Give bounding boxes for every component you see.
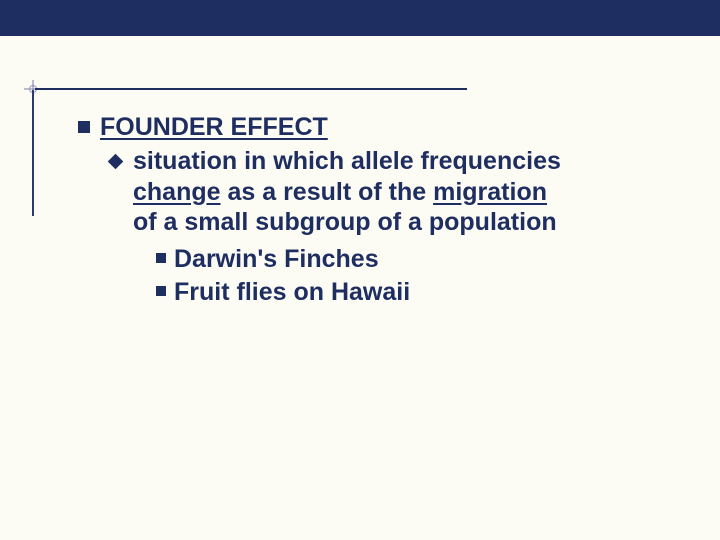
square-bullet-icon bbox=[156, 286, 166, 296]
l3-text-1: Fruit flies on Hawaii bbox=[174, 277, 410, 308]
square-bullet-icon bbox=[78, 121, 90, 133]
horizontal-rule bbox=[35, 88, 467, 90]
bullet-l3-0: Darwin's Finches bbox=[156, 244, 563, 275]
bullet-l1: FOUNDER EFFECT bbox=[78, 112, 563, 142]
square-bullet-icon bbox=[156, 253, 166, 263]
title-bar bbox=[0, 0, 720, 36]
diamond-bullet-icon bbox=[108, 154, 124, 170]
l2-text: situation in which allele frequencies ch… bbox=[133, 146, 563, 238]
l1-title: FOUNDER EFFECT bbox=[100, 112, 328, 142]
l3-text-0: Darwin's Finches bbox=[174, 244, 379, 275]
bullet-l2: situation in which allele frequencies ch… bbox=[108, 146, 563, 238]
bullet-l3-1: Fruit flies on Hawaii bbox=[156, 277, 563, 308]
slide-content: FOUNDER EFFECT situation in which allele… bbox=[78, 112, 563, 308]
vertical-rule bbox=[32, 90, 34, 216]
